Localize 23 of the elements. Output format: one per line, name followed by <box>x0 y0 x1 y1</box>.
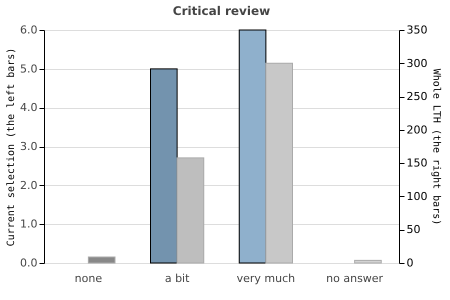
y-tick-label: 1.0 <box>20 218 38 231</box>
bar <box>88 256 116 264</box>
y-tick-label: 4.0 <box>20 101 38 114</box>
y2-tick-label: 0 <box>406 256 414 270</box>
y2-tick-label: 150 <box>406 156 428 170</box>
y2-tick-label: 250 <box>406 90 428 104</box>
y-axis-title: Current selection (the left bars) <box>6 48 18 246</box>
y2-axis-title: Whole LTH (the right bars) <box>430 68 442 226</box>
y2-tick-label: 50 <box>406 223 420 236</box>
y2-tick-label: 350 <box>406 24 428 36</box>
y-tick-label: 0.0 <box>20 256 38 270</box>
x-tick-label: none <box>74 272 102 285</box>
y2-tick-label: 300 <box>406 56 428 70</box>
y2-tick-label: 100 <box>406 190 428 203</box>
x-tick-label: very much <box>236 272 296 285</box>
y-tick-label: 3.0 <box>20 140 38 153</box>
x-tick-label: no answer <box>326 272 384 285</box>
y-tick-label: 6.0 <box>20 24 38 36</box>
x-tick-label: a bit <box>164 272 190 285</box>
y-tick-label: 5.0 <box>20 62 38 76</box>
chart-title: Critical review <box>172 4 270 18</box>
y-tick-label: 2.0 <box>20 178 38 192</box>
y2-tick-label: 200 <box>406 123 428 136</box>
